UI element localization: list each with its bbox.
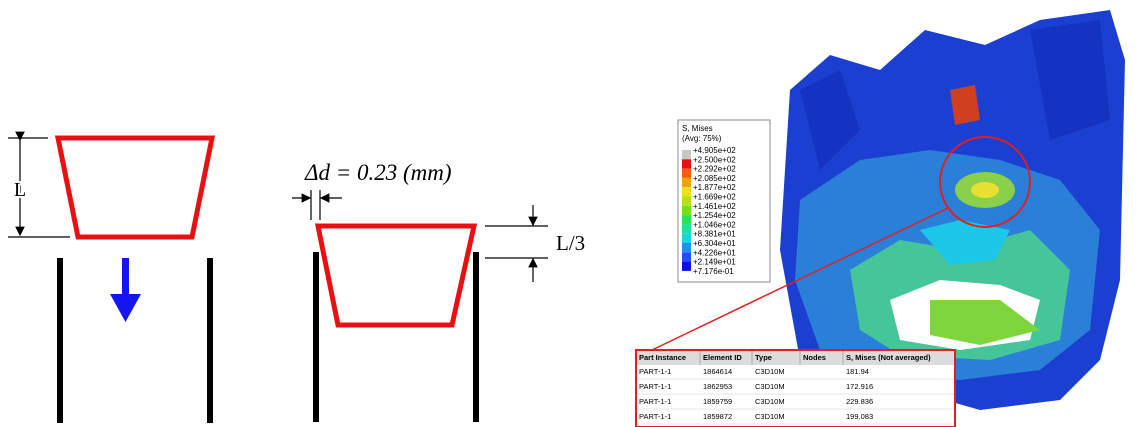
legend-swatch [682, 150, 691, 159]
legend-swatch [682, 169, 691, 178]
legend-swatch [682, 262, 691, 271]
wall [57, 258, 63, 423]
legend-title: S, Mises [682, 124, 713, 133]
insert-label: L/3 [556, 231, 585, 255]
results-table: Part Instance Element ID Type Nodes S, Mises… [636, 350, 955, 427]
legend-label: +4.226e+01 [693, 248, 736, 257]
table-cell: C3D10M [755, 382, 785, 391]
arrow-head [110, 294, 141, 322]
table-cell: 181.94 [846, 367, 869, 376]
legend-swatch [682, 187, 691, 196]
legend-swatch [682, 206, 691, 215]
table-cell: C3D10M [755, 397, 785, 406]
legend-label: +4.905e+02 [693, 146, 736, 155]
wall [207, 258, 213, 423]
table-cell: C3D10M [755, 367, 785, 376]
legend-label: +6.304e+01 [693, 239, 736, 248]
table-cell: 229.836 [846, 397, 873, 406]
table-cell: PART-1-1 [639, 397, 671, 406]
table-cell: 1859759 [703, 397, 732, 406]
legend-label: +8.381e+01 [693, 230, 736, 239]
block [318, 226, 474, 325]
table-cell: PART-1-1 [639, 382, 671, 391]
legend-label: +2.292e+02 [693, 165, 736, 174]
column-header: Type [755, 353, 772, 362]
column-header: Part Instance [639, 353, 686, 362]
table-cell: 1864614 [703, 367, 732, 376]
legend-label: +1.877e+02 [693, 183, 736, 192]
table-cell: 199.083 [846, 412, 873, 421]
table-cell: PART-1-1 [639, 412, 671, 421]
legend-label: +1.669e+02 [693, 193, 736, 202]
table-cell: C3D10M [755, 412, 785, 421]
legend-swatch [682, 215, 691, 224]
legend-label: +1.461e+02 [693, 202, 736, 211]
column-header: S, Mises (Not averaged) [846, 353, 931, 362]
table-cell: 1859872 [703, 412, 732, 421]
legend-label: +1.046e+02 [693, 220, 736, 229]
column-header: Element ID [703, 353, 742, 362]
wall [473, 252, 479, 422]
table-cell: PART-1-1 [639, 367, 671, 376]
length-label: L [14, 179, 26, 201]
arrow-shaft [122, 258, 129, 296]
legend-swatch [682, 197, 691, 206]
table-cell: 1862953 [703, 382, 732, 391]
legend-swatch [682, 224, 691, 233]
block [58, 138, 212, 237]
legend-swatch [682, 252, 691, 261]
legend-label: +2.085e+02 [693, 174, 736, 183]
legend-label: +1.254e+02 [693, 211, 736, 220]
legend-swatch [682, 159, 691, 168]
wall [313, 252, 319, 422]
offset-label: Δd = 0.23 (mm) [304, 160, 452, 185]
legend-swatch [682, 178, 691, 187]
figure: L Δd = 0.23 (mm) L/3 S, Mises (Avg: 75%)… [0, 0, 1137, 427]
legend-label: +2.500e+02 [693, 155, 736, 164]
legend: +4.905e+02+2.500e+02+2.292e+02+2.085e+02… [682, 146, 736, 276]
legend-label: +2.149e+01 [693, 258, 736, 267]
legend-subtitle: (Avg: 75%) [682, 134, 722, 143]
legend-swatch [682, 243, 691, 252]
table-cell: 172.916 [846, 382, 873, 391]
legend-swatch [682, 234, 691, 243]
legend-label: +7.176e-01 [693, 267, 734, 276]
column-header: Nodes [803, 353, 826, 362]
